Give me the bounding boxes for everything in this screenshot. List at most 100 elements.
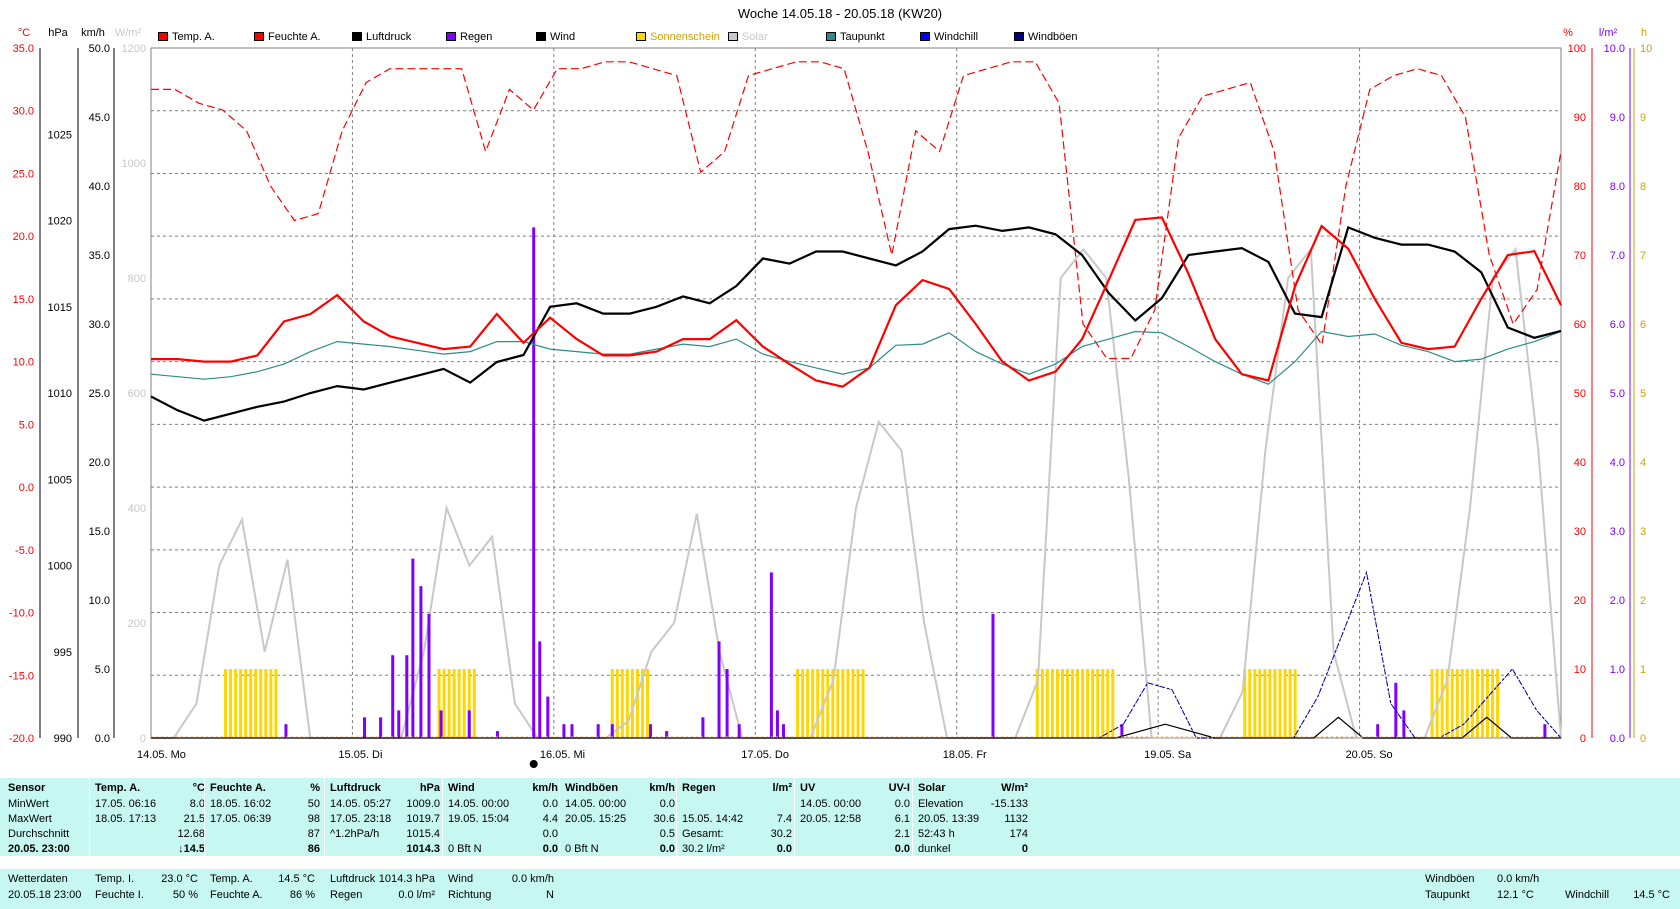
solar-axis-tick: 400 <box>128 503 146 515</box>
sunshine-bar <box>1101 669 1105 738</box>
rain-bar <box>405 655 409 738</box>
hum-axis-tick: 80 <box>1574 181 1586 193</box>
stats-col8-value: 0.0 <box>894 843 910 855</box>
legend-item-5: Sonnenschein <box>636 30 720 44</box>
stats-col6-value: 0.5 <box>659 828 675 840</box>
stats-col8-value: 6.1 <box>894 813 910 825</box>
stats-col9-label: dunkel <box>918 843 951 855</box>
rain-bar <box>1376 724 1380 738</box>
stats-col2-label: 17.05. 06:16 <box>95 798 157 810</box>
rain-bar <box>725 669 729 738</box>
sun-axis-tick: 2 <box>1640 595 1646 607</box>
windchill-value: 14.5 °C <box>1633 889 1670 901</box>
stats-col7-value: 7.4 <box>776 813 792 825</box>
rain-axis-tick: 2.0 <box>1610 595 1625 607</box>
stats-col4-value: 1009.0 <box>406 798 440 810</box>
sunshine-bar <box>620 669 624 738</box>
sunshine-bar <box>1470 669 1474 738</box>
legend-label: Luftdruck <box>366 31 412 43</box>
stats-col4-label: 17.05. 23:18 <box>330 813 392 825</box>
rain-bar <box>991 613 995 738</box>
sunshine-bar <box>856 669 860 738</box>
hum-axis-tick: 10 <box>1574 664 1586 676</box>
current-values-bar: Wetterdaten 20.05.18 23:00 Temp. I. 23.0… <box>0 869 1680 909</box>
sunshine-bar <box>831 669 835 738</box>
weather-chart: 14.05. Mo 15.05. Di 16.05. Mi 17.05. Do 18.0… <box>9 27 1652 768</box>
rain-bar <box>495 731 499 738</box>
stats-panel: Sensor MinWert MaxWert Durchschnitt 20.05. 2… <box>0 778 1680 856</box>
rain-axis-tick: 5.0 <box>1610 388 1625 400</box>
humidity-line <box>151 61 1562 360</box>
rain-bar <box>775 710 779 738</box>
wind-axis-tick: 30.0 <box>89 319 110 331</box>
temp-axis-tick: 30.0 <box>13 106 34 118</box>
sunshine-bar <box>1450 669 1454 738</box>
stats-col2-value: 21.5 <box>183 813 205 825</box>
stats-divider <box>676 778 677 856</box>
temp-axis-tick: 15.0 <box>13 294 34 306</box>
stats-divider <box>912 778 913 856</box>
temp-axis-tick: 25.0 <box>13 168 34 180</box>
stats-col9-label: 20.05. 13:39 <box>918 813 980 825</box>
sunshine-bar <box>846 669 850 738</box>
richtung-label: Richtung <box>448 889 492 901</box>
sunshine-bar <box>1040 669 1044 738</box>
solar-axis-tick: 0 <box>140 733 146 745</box>
feuchte-i-value: 50 % <box>172 889 198 901</box>
rain-axis-tick: 6.0 <box>1610 319 1625 331</box>
stats-divider <box>89 778 90 856</box>
sunshine-bar <box>826 669 830 738</box>
hum-axis-tick: 20 <box>1574 595 1586 607</box>
press-axis-tick: 1025 <box>48 129 72 141</box>
feuchte-a-value: 86 % <box>289 889 315 901</box>
stats-col5-value: 0.0 <box>542 843 558 855</box>
sunshine-bar <box>229 669 233 738</box>
rain-axis-tick: 9.0 <box>1610 112 1625 124</box>
stats-col5-header: Wind <box>448 782 475 794</box>
rain-bar <box>538 641 542 738</box>
hum-axis-tick: 60 <box>1574 319 1586 331</box>
stats-col1-row: 20.05. 23:00 <box>8 843 70 855</box>
rain-bar <box>562 724 566 738</box>
sunshine-bar <box>249 669 253 738</box>
legend-item-3: Regen <box>446 30 492 44</box>
press-axis-tick: 990 <box>54 733 72 745</box>
stats-col3-label: 17.05. 06:39 <box>210 813 272 825</box>
sunshine-bar <box>1091 669 1095 738</box>
wind-axis-tick: 40.0 <box>89 181 110 193</box>
stats-col9-value: 174 <box>1009 828 1028 840</box>
hum-axis-tick: 100 <box>1568 43 1586 55</box>
chart-legend: Temp. A. Feuchte A. Luftdruck Regen Wind Sonn… <box>158 30 1158 44</box>
temp-axis-tick: -5.0 <box>15 545 34 557</box>
sunshine-bar <box>234 669 238 738</box>
sunshine-bar <box>836 669 840 738</box>
stats-divider <box>559 778 560 856</box>
stats-col6-value: 0.0 <box>659 798 675 810</box>
legend-label: Solar <box>742 31 768 43</box>
temp-axis-tick: 0.0 <box>19 482 34 494</box>
x-tick-label: 15.05. Di <box>338 749 382 761</box>
stats-col5-value: 4.4 <box>542 813 558 825</box>
rain-bar <box>649 724 653 738</box>
sunshine-bar <box>801 669 805 738</box>
rain-bar <box>717 641 721 738</box>
sunshine-bar <box>1106 669 1110 738</box>
sunshine-bar <box>437 669 441 738</box>
richtung-value: N <box>546 889 554 901</box>
rain-axis-tick: 1.0 <box>1610 664 1625 676</box>
sunshine-bar <box>1440 669 1444 738</box>
feuchte-i-label: Feuchte I. <box>95 889 144 901</box>
stats-col5-value: 0.0 <box>542 828 558 840</box>
stats-col8-value: 2.1 <box>894 828 910 840</box>
temp-i-label: Temp. I. <box>95 873 135 885</box>
taupunkt-label: Taupunkt <box>1425 889 1470 901</box>
sunshine-bar <box>442 669 446 738</box>
sunshine-bar <box>1096 669 1100 738</box>
rain-bar <box>419 586 423 738</box>
taupunkt-value: 12.1 °C <box>1497 889 1534 901</box>
wind-unit: km/h <box>81 27 105 39</box>
windboeen-value: 0.0 km/h <box>1497 873 1540 885</box>
stats-col6-label: 14.05. 00:00 <box>565 798 627 810</box>
sunshine-bar <box>452 669 456 738</box>
hum-axis-tick: 30 <box>1574 526 1586 538</box>
